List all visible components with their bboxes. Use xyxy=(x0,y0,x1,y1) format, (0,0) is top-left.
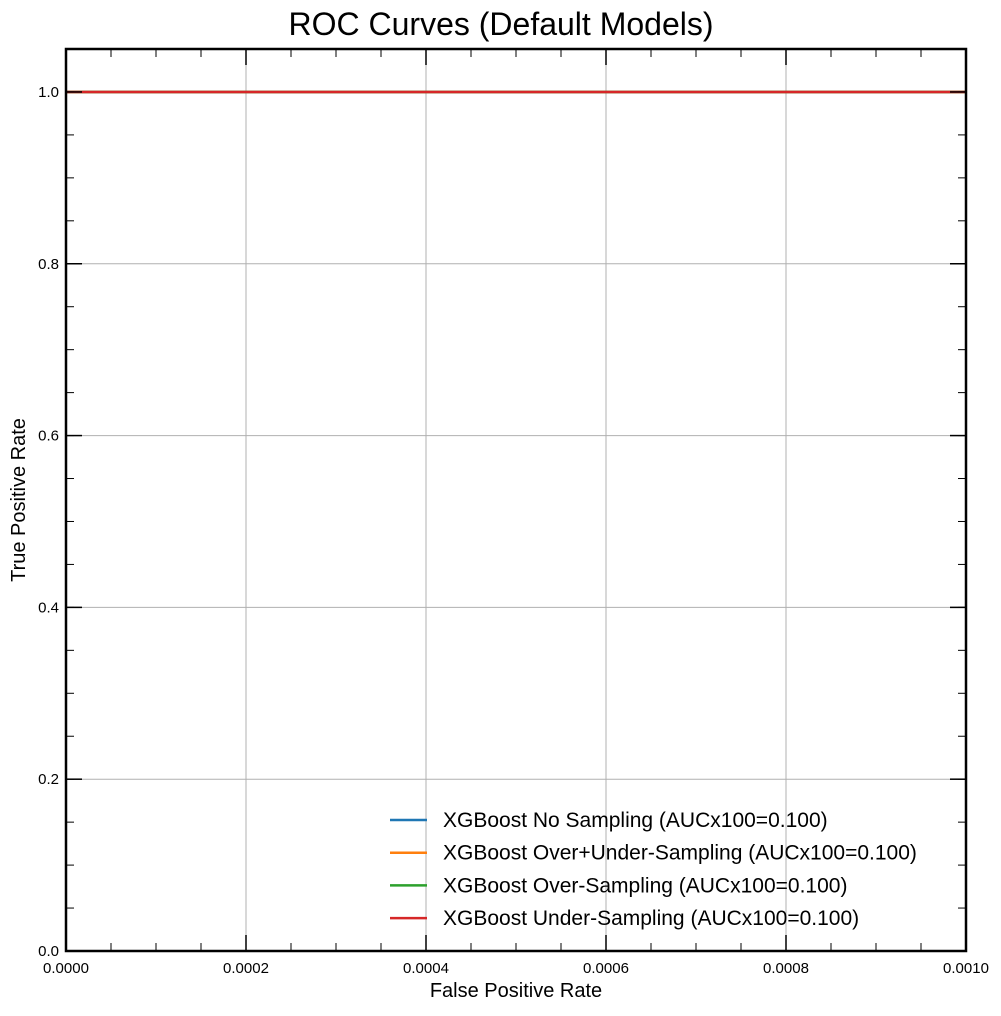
x-tick-label: 0.0008 xyxy=(763,960,809,977)
y-axis-title: True Positive Rate xyxy=(8,418,30,582)
y-tick-label: 0.8 xyxy=(38,256,59,273)
y-tick-label: 0.6 xyxy=(38,428,59,445)
y-tick-label: 0.0 xyxy=(38,943,59,960)
legend-label-2: XGBoost Over-Sampling (AUCx100=0.100) xyxy=(443,874,847,897)
y-tick-label: 0.4 xyxy=(38,599,59,616)
x-axis-title: False Positive Rate xyxy=(430,980,602,1002)
x-tick-label: 0.0000 xyxy=(43,960,89,977)
x-tick-label: 0.0006 xyxy=(583,960,629,977)
y-tick-label: 1.0 xyxy=(38,84,59,101)
y-tick-label: 0.2 xyxy=(38,771,59,788)
legend: XGBoost No Sampling (AUCx100=0.100) XGBoo… xyxy=(390,809,917,930)
x-tick-label: 0.0010 xyxy=(943,960,989,977)
legend-label-0: XGBoost No Sampling (AUCx100=0.100) xyxy=(443,809,828,832)
plot-frame xyxy=(64,47,968,953)
x-tick-label: 0.0004 xyxy=(403,960,449,977)
chart-title: ROC Curves (Default Models) xyxy=(289,6,714,42)
x-tick-label: 0.0002 xyxy=(223,960,269,977)
legend-label-3: XGBoost Under-Sampling (AUCx100=0.100) xyxy=(443,907,859,930)
tick-labels: 0.0000 0.0002 0.0004 0.0006 0.0008 0.0010 0.0 0… xyxy=(38,84,989,977)
legend-label-1: XGBoost Over+Under-Sampling (AUCx100=0.1… xyxy=(443,842,917,865)
